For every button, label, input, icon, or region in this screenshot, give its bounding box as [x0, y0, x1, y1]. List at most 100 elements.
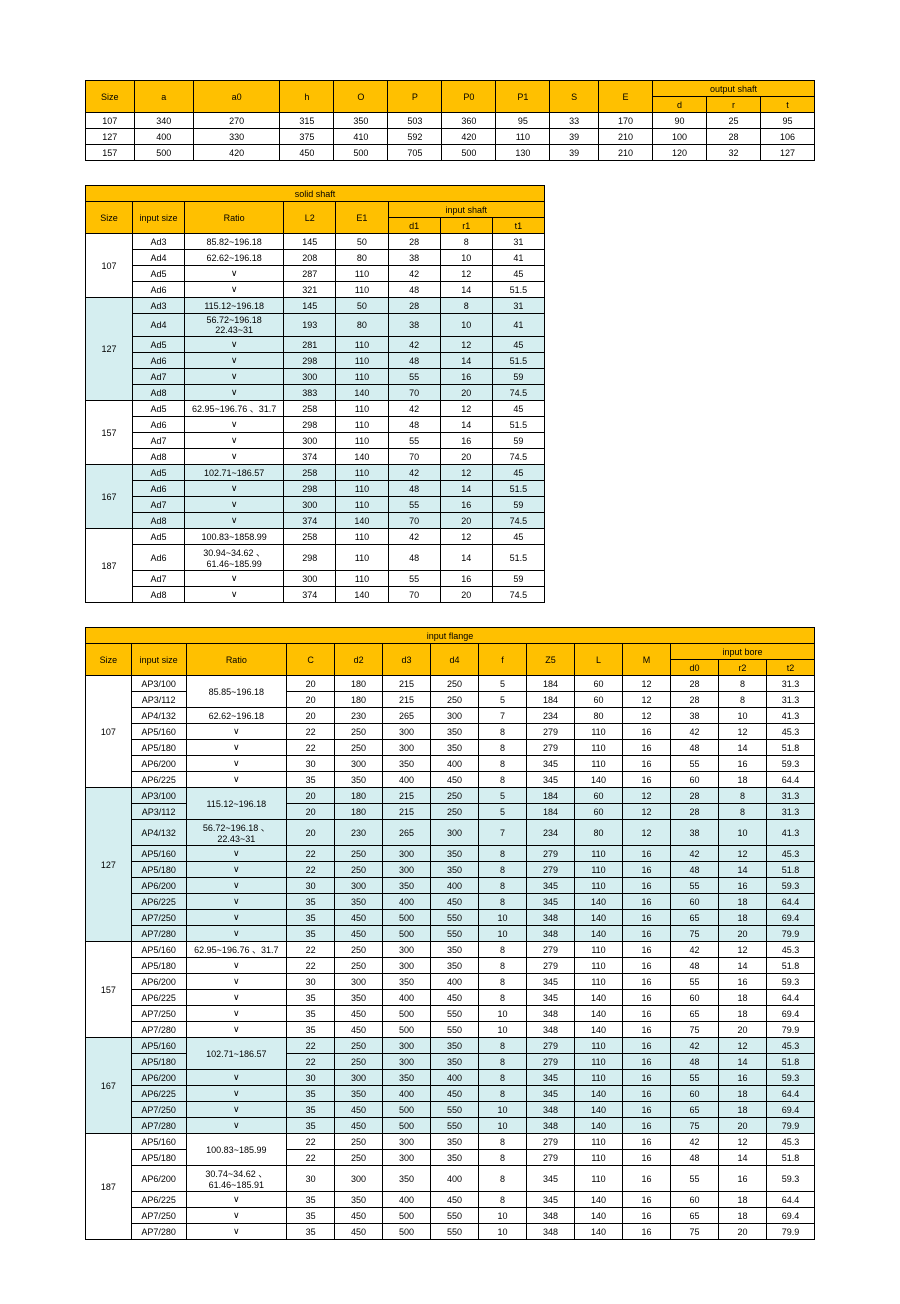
cell: 279 [527, 846, 575, 862]
table-row: AP6/225∨35350400450834514016601864.4 [86, 990, 815, 1006]
cell: AP7/280 [131, 1224, 186, 1240]
cell: 95 [496, 113, 550, 129]
cell: 70 [388, 513, 440, 529]
cell: 22 [287, 846, 335, 862]
cell: Ad7 [132, 369, 184, 385]
cell: 270 [193, 113, 279, 129]
cell: ∨ [186, 910, 287, 926]
cell: 42 [670, 942, 718, 958]
cell: 279 [527, 740, 575, 756]
cell: 64.4 [766, 990, 814, 1006]
cell: 8 [479, 1150, 527, 1166]
col-r2: r2 [718, 660, 766, 676]
cell: Ad5 [132, 401, 184, 417]
cell: 250 [335, 724, 383, 740]
cell: ∨ [186, 1070, 287, 1086]
col-t1: t1 [492, 218, 544, 234]
cell: 140 [575, 1192, 623, 1208]
cell: 450 [335, 926, 383, 942]
cell: 234 [527, 820, 575, 846]
cell: AP5/180 [131, 862, 186, 878]
cell: 65 [670, 910, 718, 926]
cell: 145 [284, 298, 336, 314]
cell: ∨ [185, 353, 284, 369]
cell: 279 [527, 1038, 575, 1054]
cell: 300 [383, 942, 431, 958]
cell: 60 [670, 1086, 718, 1102]
table-row: AP7/280∨354505005501034814016752079.9 [86, 1022, 815, 1038]
cell: 157 [86, 401, 133, 465]
col-d2: d2 [335, 644, 383, 676]
cell: 550 [431, 1118, 479, 1134]
cell: 28 [388, 298, 440, 314]
cell: 22 [287, 958, 335, 974]
cell: 14 [718, 740, 766, 756]
cell: 300 [284, 369, 336, 385]
cell: 450 [431, 772, 479, 788]
cell: 8 [479, 1134, 527, 1150]
cell: 55 [670, 974, 718, 990]
cell: 42 [670, 846, 718, 862]
cell: 110 [336, 497, 388, 513]
col-s: S [550, 81, 599, 113]
cell: 18 [718, 910, 766, 926]
cell: 110 [575, 740, 623, 756]
cell: 300 [383, 724, 431, 740]
cell: 30 [287, 1070, 335, 1086]
cell: AP7/280 [131, 1118, 186, 1134]
cell: 300 [383, 1038, 431, 1054]
cell: 230 [335, 708, 383, 724]
cell: 279 [527, 862, 575, 878]
cell: 140 [336, 587, 388, 603]
cell: ∨ [186, 958, 287, 974]
cell: 70 [388, 587, 440, 603]
cell: 16 [718, 1166, 766, 1192]
col-L: L [575, 644, 623, 676]
cell: AP7/250 [131, 1208, 186, 1224]
cell: Ad8 [132, 449, 184, 465]
cell: 400 [383, 990, 431, 1006]
cell: Ad6 [132, 545, 184, 571]
cell: 110 [336, 401, 388, 417]
cell: 22 [287, 1134, 335, 1150]
cell: 12 [622, 676, 670, 692]
col-input-bore: input bore [670, 644, 814, 660]
cell: Ad7 [132, 497, 184, 513]
cell: ∨ [186, 878, 287, 894]
cell: AP5/160 [131, 942, 186, 958]
cell: 8 [479, 846, 527, 862]
cell: AP6/225 [131, 1086, 186, 1102]
table-row: AP5/180∨22250300350827911016481451.8 [86, 740, 815, 756]
cell: 100.83~1858.99 [185, 529, 284, 545]
cell: 35 [287, 894, 335, 910]
cell: 30 [287, 1166, 335, 1192]
table-row: AP4/13262.62~196.18202302653007234801238… [86, 708, 815, 724]
cell: 59 [492, 369, 544, 385]
cell: 22 [287, 1150, 335, 1166]
cell: 64.4 [766, 1086, 814, 1102]
cell: ∨ [186, 1006, 287, 1022]
cell: 75 [670, 1118, 718, 1134]
cell: 110 [575, 1038, 623, 1054]
cell: 31 [492, 298, 544, 314]
cell: AP5/180 [131, 1054, 186, 1070]
cell: 374 [284, 449, 336, 465]
cell: 300 [383, 862, 431, 878]
cell: 184 [527, 676, 575, 692]
cell: 74.5 [492, 513, 544, 529]
cell: 48 [388, 353, 440, 369]
col-d4: d4 [431, 644, 479, 676]
cell: 321 [284, 282, 336, 298]
cell: ∨ [185, 571, 284, 587]
cell: AP7/250 [131, 1006, 186, 1022]
cell: 350 [335, 990, 383, 1006]
cell: 348 [527, 926, 575, 942]
cell: 210 [598, 145, 652, 161]
input-flange-table: input flange Size input size Ratio C d2 … [85, 627, 815, 1240]
cell: 107 [86, 676, 132, 788]
cell: 345 [527, 990, 575, 1006]
col-t2: t2 [766, 660, 814, 676]
cell: 180 [335, 692, 383, 708]
cell: 48 [670, 1054, 718, 1070]
table-row: AP7/250∨354505005501034814016651869.4 [86, 1208, 815, 1224]
